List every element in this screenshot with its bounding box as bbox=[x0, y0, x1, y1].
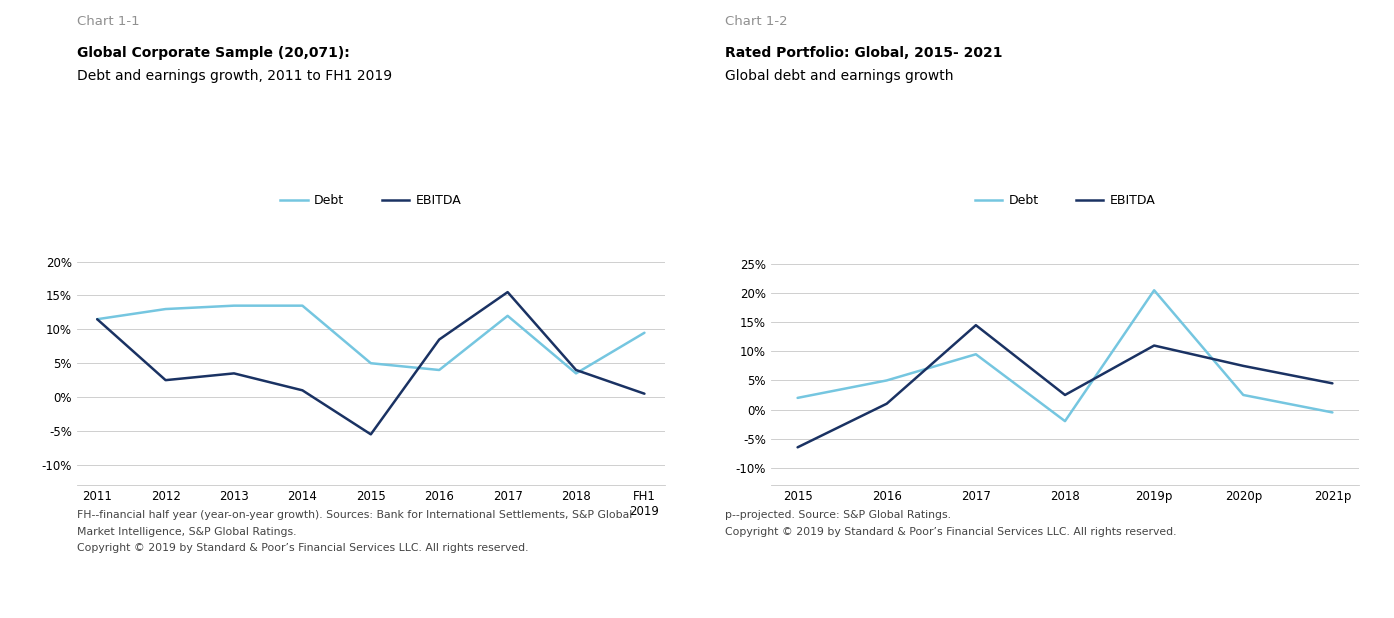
Line: EBITDA: EBITDA bbox=[797, 325, 1333, 447]
Debt bbox=[878, 377, 895, 384]
Debt bbox=[1146, 287, 1163, 294]
Line: Debt: Debt bbox=[797, 290, 1333, 421]
Debt bbox=[431, 366, 447, 374]
Debt bbox=[967, 350, 984, 358]
EBITDA bbox=[967, 321, 984, 329]
Debt bbox=[499, 312, 516, 320]
Debt bbox=[294, 302, 311, 310]
Text: p--projected. Source: S&P Global Ratings.: p--projected. Source: S&P Global Ratings… bbox=[725, 510, 951, 520]
EBITDA bbox=[226, 370, 243, 377]
Debt bbox=[1235, 391, 1252, 399]
EBITDA bbox=[1146, 342, 1163, 349]
Debt bbox=[1057, 417, 1073, 425]
Legend: Debt, EBITDA: Debt, EBITDA bbox=[970, 189, 1160, 212]
Text: Rated Portfolio: Global, 2015- 2021: Rated Portfolio: Global, 2015- 2021 bbox=[725, 46, 1002, 61]
Text: Chart 1-1: Chart 1-1 bbox=[77, 15, 139, 28]
Debt bbox=[1324, 408, 1341, 416]
Legend: Debt, EBITDA: Debt, EBITDA bbox=[276, 189, 466, 212]
EBITDA bbox=[567, 366, 584, 374]
EBITDA bbox=[294, 387, 311, 394]
Line: EBITDA: EBITDA bbox=[98, 292, 644, 434]
Text: Global debt and earnings growth: Global debt and earnings growth bbox=[725, 69, 953, 83]
EBITDA bbox=[431, 336, 447, 343]
Debt bbox=[567, 370, 584, 377]
Text: Copyright © 2019 by Standard & Poor’s Financial Services LLC. All rights reserve: Copyright © 2019 by Standard & Poor’s Fi… bbox=[725, 527, 1177, 536]
EBITDA bbox=[789, 444, 806, 451]
Debt bbox=[789, 394, 806, 402]
Text: Global Corporate Sample (20,071):: Global Corporate Sample (20,071): bbox=[77, 46, 350, 61]
EBITDA bbox=[636, 390, 652, 397]
EBITDA bbox=[1235, 362, 1252, 370]
EBITDA bbox=[499, 289, 516, 296]
EBITDA bbox=[1057, 391, 1073, 399]
Debt bbox=[158, 305, 174, 313]
Debt bbox=[636, 329, 652, 336]
Text: Copyright © 2019 by Standard & Poor’s Financial Services LLC. All rights reserve: Copyright © 2019 by Standard & Poor’s Fi… bbox=[77, 543, 528, 553]
Debt bbox=[226, 302, 243, 310]
Text: Debt and earnings growth, 2011 to FH1 2019: Debt and earnings growth, 2011 to FH1 20… bbox=[77, 69, 392, 83]
Line: Debt: Debt bbox=[98, 306, 644, 373]
Text: Chart 1-2: Chart 1-2 bbox=[725, 15, 788, 28]
EBITDA bbox=[878, 400, 895, 407]
Debt bbox=[89, 316, 106, 323]
Text: FH--financial half year (year-on-year growth). Sources: Bank for International S: FH--financial half year (year-on-year gr… bbox=[77, 510, 631, 520]
EBITDA bbox=[158, 376, 174, 384]
Text: Market Intelligence, S&P Global Ratings.: Market Intelligence, S&P Global Ratings. bbox=[77, 527, 296, 536]
EBITDA bbox=[362, 431, 379, 438]
Debt bbox=[362, 360, 379, 367]
EBITDA bbox=[1324, 379, 1341, 387]
EBITDA bbox=[89, 316, 106, 323]
